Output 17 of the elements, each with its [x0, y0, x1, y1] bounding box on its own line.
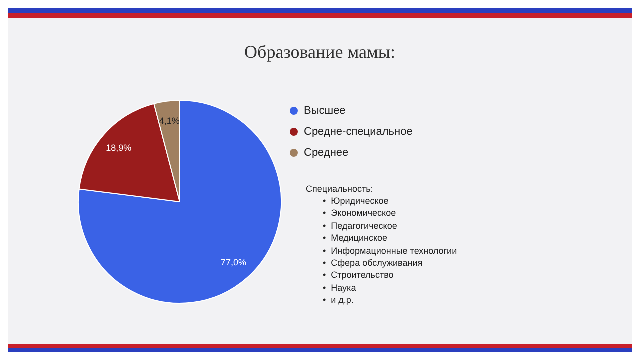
- legend-label: Высшее: [304, 104, 346, 116]
- text: • и д.р.: [323, 294, 355, 307]
- chart-title: Образование мамы:: [244, 42, 396, 63]
- legend-label: Средне-специальное: [304, 126, 413, 138]
- data-label: 18,9%: [106, 142, 132, 153]
- text: • Экономическое: [323, 207, 398, 220]
- text: Специальность:: [306, 184, 374, 194]
- text: • Наука: [323, 282, 358, 294]
- text: • Педагогическое: [323, 220, 398, 232]
- legend-label: Среднее: [304, 146, 349, 158]
- text: • Юридическое: [323, 195, 390, 208]
- data-label: 77,0%: [220, 257, 246, 268]
- text: • Строительство: [323, 269, 395, 282]
- text: • Медицинское: [323, 232, 389, 245]
- text: • Сфера обслуживания: [323, 257, 424, 270]
- data-label: 4,1%: [159, 116, 180, 126]
- text: • Информационные технологии: [323, 244, 458, 258]
